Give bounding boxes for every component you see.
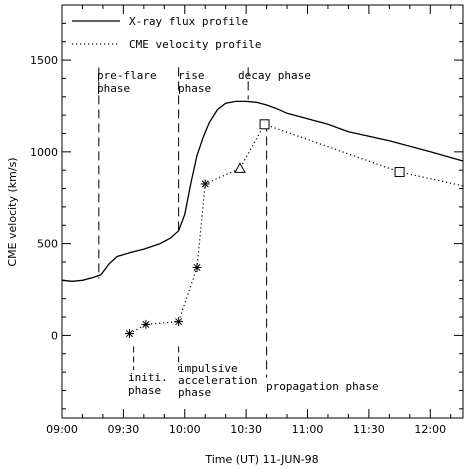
legend: X-ray flux profile CME velocity profile: [72, 15, 261, 51]
marker-stroke: [201, 180, 209, 188]
marker-square: [394, 167, 405, 178]
cme-markers: [125, 119, 405, 339]
marker-triangle: [234, 162, 246, 173]
label-impulsive: impulsive acceleration phase: [178, 362, 264, 399]
x-tick-label: 10:00: [169, 423, 201, 436]
marker-stroke: [125, 330, 134, 338]
label-rise: rise phase: [178, 69, 211, 95]
plot-frame: [61, 4, 464, 419]
x-tick-labels: 09:00 09:30 10:00 10:30 11:00 11:30 12:00: [46, 423, 446, 436]
axis-ticks: [61, 4, 463, 418]
marker-asterisk: [174, 317, 184, 327]
y-tick-label: 0: [51, 329, 58, 342]
legend-label-xray: X-ray flux profile: [129, 15, 248, 28]
legend-label-cme: CME velocity profile: [129, 38, 261, 51]
label-initial: initi. phase: [128, 371, 174, 397]
y-tick-label: 1000: [30, 146, 58, 159]
y-tick-label: 500: [37, 238, 58, 251]
marker-asterisk: [192, 262, 202, 272]
marker-stroke: [175, 318, 183, 326]
marker-asterisk: [200, 179, 210, 189]
marker-stroke: [193, 263, 201, 272]
x-tick-label: 09:30: [108, 423, 140, 436]
series-line-xray: [61, 100, 464, 282]
label-propagation: propagation phase: [266, 380, 379, 393]
y-tick-label: 1500: [30, 54, 58, 67]
label-decay: decay phase: [238, 69, 311, 82]
phase-lines: [98, 67, 268, 378]
phase-labels: pre-flare phase rise phase decay phase i…: [97, 69, 379, 399]
x-tick-label: 10:30: [230, 423, 262, 436]
x-axis-label: Time (UT) 11-JUN-98: [204, 453, 318, 466]
marker-asterisk: [125, 329, 135, 339]
marker-asterisk: [141, 319, 151, 329]
x-tick-label: 11:00: [292, 423, 324, 436]
x-tick-label: 12:00: [414, 423, 446, 436]
marker-square: [259, 119, 270, 130]
y-tick-labels: 0 500 1000 1500: [30, 54, 58, 342]
x-tick-label: 11:30: [353, 423, 385, 436]
label-pre-flare: pre-flare phase: [97, 69, 163, 95]
x-tick-label: 09:00: [46, 423, 78, 436]
y-axis-label: CME velocity (km/s): [6, 157, 19, 266]
marker-stroke: [142, 320, 150, 328]
